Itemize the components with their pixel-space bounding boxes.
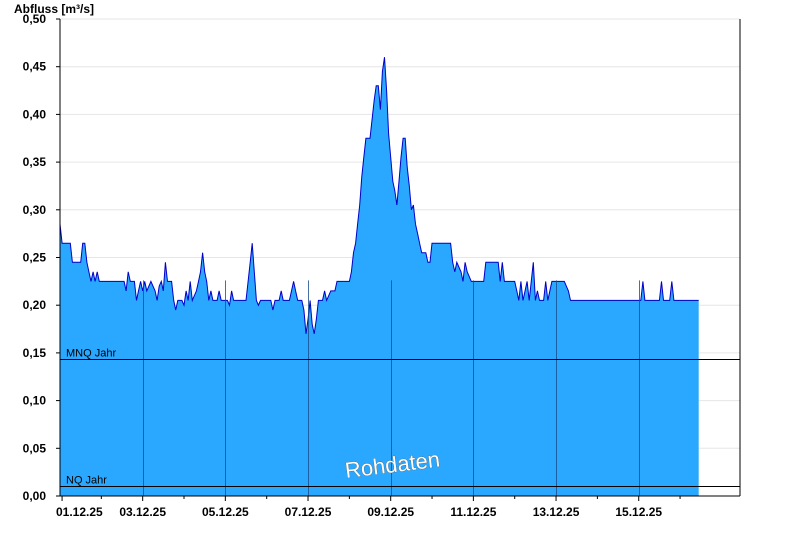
discharge-area (60, 57, 699, 496)
y-tick-label: 0,10 (23, 394, 47, 408)
reference-line-label: NQ Jahr (66, 475, 107, 487)
x-tick-label: 13.12.25 (533, 505, 580, 519)
y-tick-label: 0,05 (23, 441, 47, 455)
y-tick-label: 0,35 (23, 155, 47, 169)
y-tick-label: 0,15 (23, 346, 47, 360)
y-tick-label: 0,45 (23, 60, 47, 74)
y-tick-label: 0,25 (23, 251, 47, 265)
x-tick-label: 01.12.25 (56, 505, 103, 519)
x-tick-label: 15.12.25 (615, 505, 662, 519)
y-axis-title: Abfluss [m³/s] (14, 2, 94, 16)
discharge-line (59, 57, 699, 334)
x-tick-label: 03.12.25 (119, 505, 166, 519)
y-tick-label: 0,40 (23, 107, 47, 121)
reference-line-label: MNQ Jahr (66, 348, 116, 360)
y-tick-label: 0,20 (23, 298, 47, 312)
y-tick-label: 0,50 (23, 12, 47, 26)
y-tick-label: 0,30 (23, 203, 47, 217)
y-tick-label: 0,00 (23, 489, 47, 503)
x-tick-label: 05.12.25 (202, 505, 249, 519)
x-tick-label: 09.12.25 (367, 505, 414, 519)
x-tick-label: 11.12.25 (450, 505, 496, 519)
x-tick-label: 07.12.25 (285, 505, 332, 519)
